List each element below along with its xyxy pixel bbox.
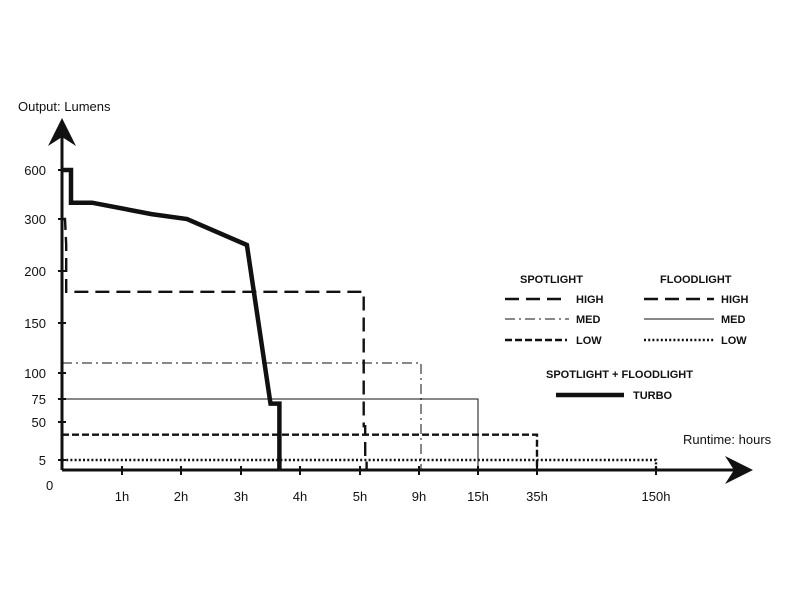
legend-label-flood-high: HIGH bbox=[721, 294, 749, 306]
x-tick-label: 2h bbox=[174, 489, 188, 504]
axes bbox=[48, 118, 753, 484]
y-axis-arrow bbox=[48, 118, 76, 146]
x-ticks: 1h 2h 3h 4h 5h 9h 15h 35h 150h bbox=[115, 466, 671, 504]
legend-floodlight-header: FLOODLIGHT bbox=[660, 274, 732, 286]
x-tick-label: 4h bbox=[293, 489, 307, 504]
y-tick-label: 75 bbox=[32, 392, 46, 407]
legend-label-spot-low: LOW bbox=[576, 335, 602, 347]
y-tick-label: 50 bbox=[32, 415, 46, 430]
legend-label-spot-med: MED bbox=[576, 314, 601, 326]
legend-combo-header: SPOTLIGHT + FLOODLIGHT bbox=[546, 369, 693, 381]
legend-label-flood-med: MED bbox=[721, 314, 746, 326]
series-floodlight-floodmed bbox=[62, 398, 479, 470]
legend: SPOTLIGHT FLOODLIGHT HIGH HIGH MED MED L… bbox=[505, 274, 749, 402]
x-tick-label: 3h bbox=[234, 489, 248, 504]
y-tick-label: 5 bbox=[39, 453, 46, 468]
series-spotlight-high bbox=[62, 217, 368, 470]
x-tick-label: 15h bbox=[467, 489, 489, 504]
y-tick-label: 150 bbox=[24, 316, 46, 331]
x-tick-label: 1h bbox=[115, 489, 129, 504]
x-tick-label: 5h bbox=[353, 489, 367, 504]
series-spotlight-low bbox=[62, 433, 539, 470]
legend-label-turbo: TURBO bbox=[633, 390, 673, 402]
legend-label-flood-low: LOW bbox=[721, 335, 747, 347]
y-tick-label: 100 bbox=[24, 366, 46, 381]
legend-label-spot-high: HIGH bbox=[576, 294, 604, 306]
series-layer bbox=[62, 167, 658, 470]
x-tick-label: 35h bbox=[526, 489, 548, 504]
series-combo-turbo bbox=[62, 167, 282, 470]
y-tick-label: 200 bbox=[24, 264, 46, 279]
x-tick-label: 9h bbox=[412, 489, 426, 504]
origin-label: 0 bbox=[46, 478, 53, 493]
x-axis-title: Runtime: hours bbox=[683, 432, 772, 447]
x-tick-label: 150h bbox=[642, 489, 671, 504]
y-axis-title: Output: Lumens bbox=[18, 99, 111, 114]
y-ticks: 5 50 75 100 150 200 300 600 bbox=[24, 163, 66, 468]
legend-spotlight-header: SPOTLIGHT bbox=[520, 274, 583, 286]
y-tick-label: 600 bbox=[24, 163, 46, 178]
series-spotlight-med bbox=[62, 362, 422, 470]
x-axis-arrow bbox=[725, 456, 753, 484]
y-tick-label: 300 bbox=[24, 212, 46, 227]
